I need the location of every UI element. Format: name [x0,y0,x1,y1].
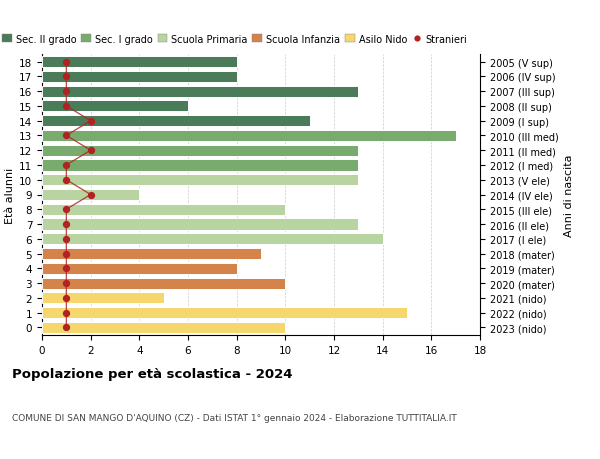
Bar [42,146,358,157]
Y-axis label: Anni di nascita: Anni di nascita [564,154,574,236]
Text: Popolazione per età scolastica - 2024: Popolazione per età scolastica - 2024 [12,367,293,380]
Point [62,280,71,287]
Legend: Sec. II grado, Sec. I grado, Scuola Primaria, Scuola Infanzia, Asilo Nido, Stran: Sec. II grado, Sec. I grado, Scuola Prim… [2,34,467,45]
Point [86,147,95,155]
Bar [42,204,286,215]
Point [62,103,71,110]
Bar [42,116,310,127]
Point [62,295,71,302]
Point [62,265,71,273]
Bar [42,86,358,97]
Bar [42,278,286,289]
Bar [42,101,188,112]
Point [62,177,71,184]
Bar [42,308,407,319]
Bar [42,293,164,304]
Bar [42,248,261,259]
Point [62,73,71,81]
Point [62,250,71,257]
Point [86,118,95,125]
Point [62,309,71,317]
Bar [42,175,358,186]
Point [62,235,71,243]
Point [62,324,71,331]
Bar [42,160,358,171]
Bar [42,219,358,230]
Bar [42,190,139,201]
Point [62,221,71,228]
Bar [42,234,383,245]
Point [62,59,71,66]
Point [62,88,71,95]
Text: COMUNE DI SAN MANGO D'AQUINO (CZ) - Dati ISTAT 1° gennaio 2024 - Elaborazione TU: COMUNE DI SAN MANGO D'AQUINO (CZ) - Dati… [12,413,457,422]
Point [62,162,71,169]
Bar [42,131,455,142]
Bar [42,72,236,83]
Point [86,191,95,199]
Point [62,133,71,140]
Bar [42,263,236,274]
Bar [42,322,286,333]
Bar [42,57,236,68]
Y-axis label: Età alunni: Età alunni [5,167,15,223]
Point [62,206,71,213]
